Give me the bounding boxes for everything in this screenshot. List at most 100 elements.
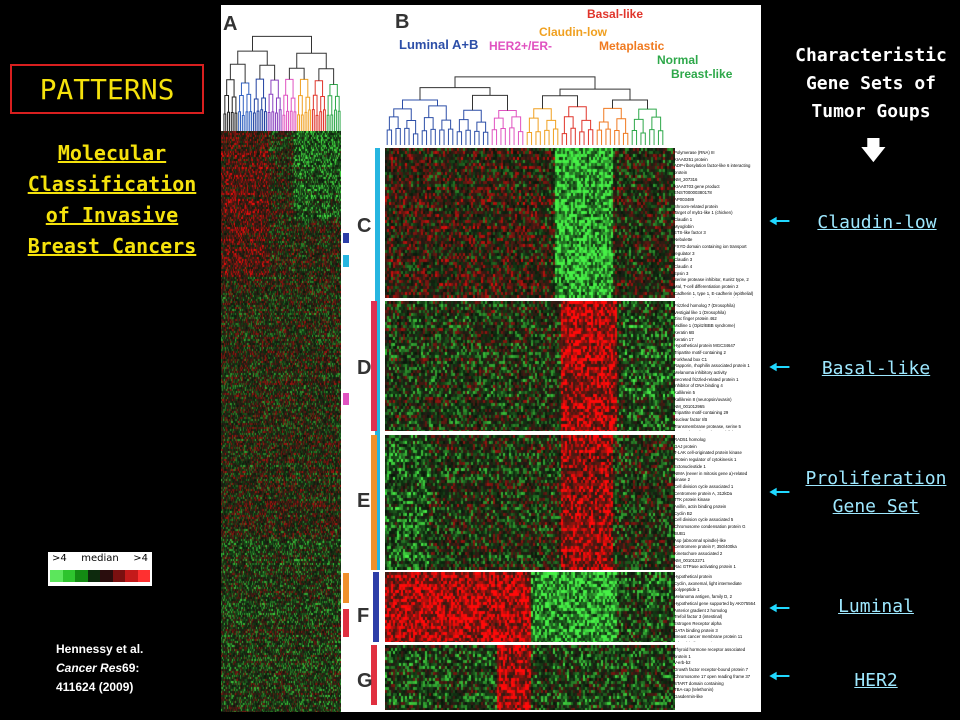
dendrogram-branch [318, 68, 335, 85]
gene-name: Midline 1 (Opitz/BBB syndrome) [674, 323, 736, 329]
gene-name: Myoglobin [674, 223, 694, 229]
subtitle-line: Breast Cancers [27, 234, 197, 258]
dendrogram-branch [238, 111, 242, 131]
dendrogram-branch [500, 127, 506, 145]
side-mark-d [343, 393, 349, 405]
dendrogram-branch [337, 110, 341, 131]
gene-name: Inhibitor of DNA binding 4 [674, 383, 723, 389]
gene-name: Trefoil factor 3 (intestinal) [674, 614, 723, 620]
gene-name: Keratin 6B [674, 329, 695, 335]
arrow-left-icon: 🠔 [768, 353, 791, 383]
dendrogram-branch [267, 111, 271, 131]
dendrogram-branch [406, 120, 417, 134]
panel-label-e: E [357, 490, 371, 512]
dendrogram-branch [596, 129, 603, 145]
gene-name: Kinetochore associated 2 [674, 550, 723, 556]
dendrogram-branch [404, 127, 410, 145]
label-breast-like: Breast-like [671, 67, 733, 81]
dendrogram-branch [552, 128, 559, 145]
dendrogram-branch [308, 109, 312, 131]
arrow-left-icon: 🠔 [768, 478, 791, 508]
dendrogram-branch [651, 116, 662, 131]
dendrogram-branch [535, 131, 541, 145]
dendrogram-branch [631, 130, 638, 145]
gene-name: Target of myb1-like 1 (chicken) [674, 210, 733, 216]
gene-name: RAD51 homolog [674, 437, 706, 442]
gene-name: Secreted frizzled-related protein 1 [674, 376, 739, 382]
dendrogram-branch [616, 118, 627, 134]
dendrogram-branch [447, 128, 454, 145]
dendrogram-branch [327, 95, 333, 116]
gene-name: V-erb-b2 [674, 660, 691, 666]
gene-name: Polymerase (RNA) III [674, 150, 715, 155]
gene-name: Centromere protein A, 312kDa [674, 490, 733, 496]
dendrogram-branch [304, 111, 308, 131]
dendrogram-branch [326, 114, 330, 131]
dendrogram-branch [245, 111, 249, 131]
dendrogram-branch [463, 109, 482, 123]
dendrogram-branch [297, 114, 301, 131]
dendrogram-branch [237, 50, 268, 66]
dendrogram-branch [472, 94, 508, 111]
panel-label-c: C [357, 215, 372, 237]
dendrogram-branch [482, 131, 489, 145]
heatmap-block-g [385, 645, 675, 710]
dendrogram-branch [638, 108, 657, 120]
patterns-box: PATTERNS [10, 64, 204, 114]
subtitle-line: Classification [27, 172, 197, 196]
dendrogram-branch [430, 128, 436, 145]
dendrogram-branch [428, 105, 447, 121]
gene-list-f: Hypothetical protein Cyclin, axonemal, li… [674, 574, 759, 642]
side-mark-f2 [343, 609, 349, 637]
dendrogram-branch [278, 109, 282, 131]
group-label-her2[interactable]: HER2 [854, 670, 898, 691]
gene-name: Claudin 1 [674, 217, 693, 223]
group-label-gene-set[interactable]: Gene Set [832, 496, 920, 517]
dendrogram-branch [241, 114, 245, 131]
group-label-basal-like[interactable]: Basal-like [821, 358, 931, 379]
subtitle-line: of Invasive [45, 203, 179, 227]
gene-name: Cell division cycle associated 5 [674, 517, 734, 523]
gene-name: Hypothetical gene supported by AK075564 [674, 600, 756, 606]
gene-name: Breast cancer membrane protein 11 [674, 634, 743, 640]
group-label-claudin-low[interactable]: Claudin-low [817, 212, 937, 233]
dendrogram-branch [260, 109, 264, 131]
dendrogram-branch [570, 127, 576, 145]
gene-name: Asp (abnormal spindle)-like [674, 537, 727, 543]
dendrogram-branch [249, 111, 253, 131]
gene-name: Kallikrein 5 [674, 390, 696, 396]
panel-label-b: B [395, 11, 410, 33]
gene-name: S-box and SPRY domain containing [674, 297, 759, 298]
label-luminal-ab: Luminal A+B [399, 37, 479, 52]
legend-left-label: >4 [52, 553, 67, 564]
panel-b-dendrogram [386, 76, 664, 145]
dendrogram-branch [476, 121, 487, 133]
dendrogram-branch [226, 79, 235, 98]
group-label-luminal[interactable]: Luminal [838, 596, 914, 617]
dendrogram-branch [563, 116, 574, 134]
side-bar-e [371, 435, 377, 570]
gene-name: Ectonucleotide 1 [674, 463, 706, 469]
side-bar-f [373, 572, 379, 642]
dendrogram-branch [231, 96, 237, 114]
subtitle-line: Molecular [57, 141, 167, 165]
dendrogram-branch [511, 116, 522, 132]
gene-name: ENST00000380178 [674, 190, 712, 196]
gene-name: Melanoma inhibitory activity [674, 370, 727, 376]
gene-list-g: Thyroid hormone receptor associated prot… [674, 647, 759, 710]
gene-name: KIAA0703 gene product [674, 183, 720, 189]
side-bar-c [375, 148, 380, 570]
gene-name: NIMA (never in mitosis gene a)-related k… [674, 470, 748, 483]
dendrogram-branch [275, 112, 278, 131]
dendrogram-branch [454, 76, 596, 90]
dendrogram-branch [311, 109, 315, 131]
gene-name: ADP-ribosylation factor-like 6 interacti… [674, 163, 751, 176]
gene-name: Growth factor receptor-bound protein 7 [674, 667, 749, 673]
dendrogram-branch [293, 111, 297, 131]
gene-name: Cyclin, axonemal, light intermediate pol… [674, 580, 742, 593]
dendrogram-branch [603, 107, 622, 123]
group-label-proliferation[interactable]: Proliferation [805, 468, 947, 489]
gene-name: AP003489 [674, 196, 695, 202]
gene-name: Rac GTPase activating protein 1 [674, 564, 736, 570]
right-title: Characteristic Gene Sets of Tumor Goups [776, 42, 960, 126]
